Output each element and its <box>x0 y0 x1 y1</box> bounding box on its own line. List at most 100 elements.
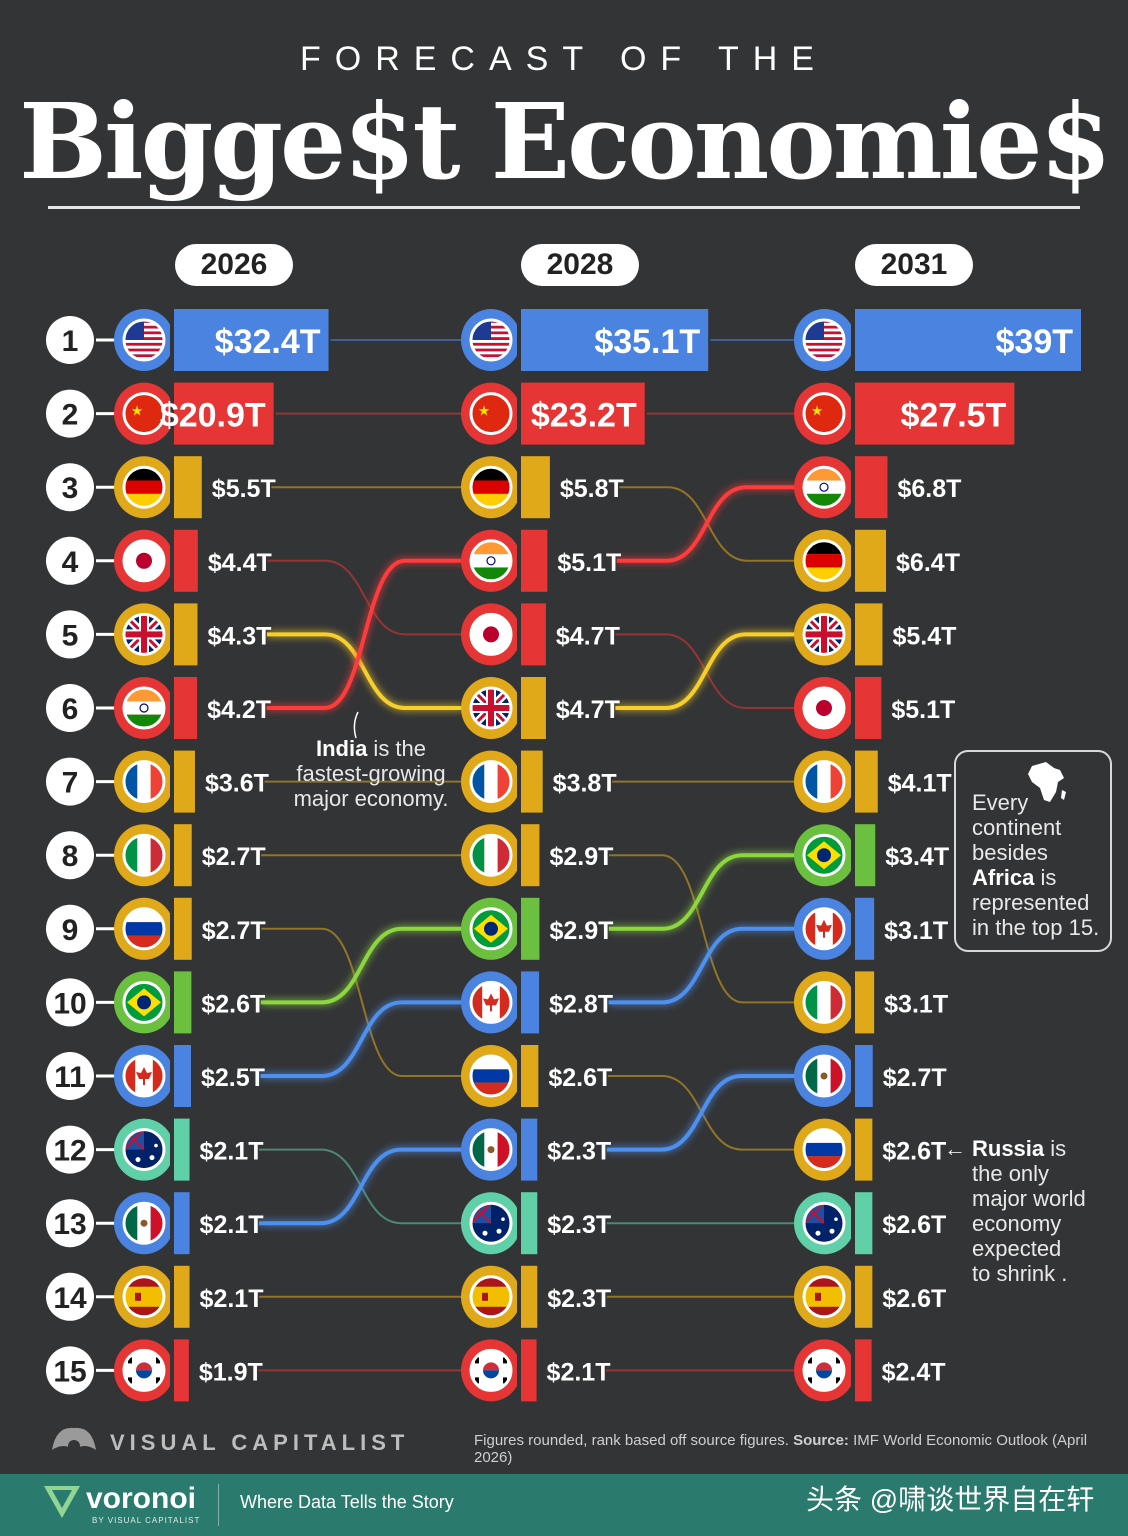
bar-gap <box>851 824 855 887</box>
rank-number: 10 <box>53 987 86 1020</box>
bar-spain-2026 <box>174 1265 190 1328</box>
us-flag-icon <box>469 318 513 362</box>
rank-circle <box>46 1199 94 1248</box>
connector-mexico-2028 <box>606 1074 796 1152</box>
rank-circle <box>46 389 94 438</box>
bar-row-brazil-2028: $2.9T <box>461 897 613 960</box>
bar-row-spain-2028: $2.3T <box>461 1265 611 1328</box>
bar-gap <box>170 971 174 1034</box>
bar-gap <box>170 897 174 960</box>
bar-gap <box>170 1045 174 1107</box>
russia-text-1: is <box>1044 1136 1067 1161</box>
kr-flag-icon <box>469 1348 513 1392</box>
bar-japan-2031 <box>855 677 882 739</box>
bar-row-italy-2031: $3.1T <box>794 971 948 1034</box>
rank-circle <box>46 1346 94 1395</box>
bar-gap <box>170 1118 174 1181</box>
value-label-india-2028: $5.1T <box>557 549 621 577</box>
bar-gap <box>851 529 855 592</box>
bar-row-china-2026: ★ $20.9T <box>114 382 274 445</box>
bar-russia-2031 <box>855 1118 873 1181</box>
russia-annotation: Russia is the only major world economy e… <box>972 1136 1122 1286</box>
bar-row-canada-2026: $2.5T <box>114 1045 265 1107</box>
india-pointer <box>353 711 359 739</box>
au-flag-icon <box>469 1201 513 1245</box>
value-label-australia-2028: $2.3T <box>547 1211 611 1239</box>
connector-united-kingdom-2028 <box>615 632 796 710</box>
rank-number: 8 <box>62 840 79 873</box>
rank-number: 3 <box>62 472 79 505</box>
bar-russia-2026 <box>174 897 192 960</box>
rank-number: 6 <box>62 693 79 726</box>
value-label-france-2031: $4.1T <box>888 770 952 798</box>
value-label-italy-2031: $3.1T <box>884 990 948 1018</box>
in-flag-icon <box>802 465 846 509</box>
bar-india-2028 <box>521 529 548 592</box>
bar-south-korea-2031 <box>855 1339 872 1402</box>
us-flag-icon <box>802 318 846 362</box>
bar-gap <box>851 971 855 1034</box>
cn-flag-icon: ★ <box>469 392 513 436</box>
connector-japan-2026 <box>267 559 463 636</box>
connector-india-2026 <box>266 558 463 710</box>
bar-row-united-kingdom-2026: $4.3T <box>114 603 271 666</box>
bar-south-korea-2028 <box>521 1339 537 1402</box>
bar-gap <box>517 456 521 519</box>
value-label-italy-2026: $2.7T <box>202 843 266 871</box>
bar-germany-2026 <box>174 456 202 519</box>
bar-gap <box>851 1192 855 1255</box>
bar-row-russia-2026: $2.7T <box>114 897 266 960</box>
de-flag-icon <box>802 539 846 583</box>
rank-number: 1 <box>62 325 79 358</box>
connector-united-kingdom-2026 <box>266 632 463 710</box>
mx-flag-icon <box>469 1128 513 1172</box>
page-title: Bigge$t Economie$ <box>19 80 1112 203</box>
bar-gap <box>851 309 855 371</box>
footer-tagline: Where Data Tells the Story <box>240 1492 454 1512</box>
bar-row-united-states-2028: $35.1T <box>461 309 709 371</box>
value-label-russia-2026: $2.7T <box>202 917 266 945</box>
india-annotation-text-1: is the <box>367 736 427 761</box>
rank-circle <box>46 610 94 659</box>
fr-flag-icon <box>469 760 513 804</box>
bar-italy-2028 <box>521 824 540 887</box>
bar-united-kingdom-2031 <box>855 603 883 666</box>
bar-gap <box>170 824 174 887</box>
value-label-australia-2026: $2.1T <box>200 1138 264 1166</box>
bar-row-spain-2026: $2.1T <box>114 1265 263 1328</box>
bar-gap <box>170 677 174 739</box>
rank-circle <box>46 463 94 512</box>
africa-text-bold: Africa <box>972 865 1035 890</box>
rank-circle <box>46 831 94 880</box>
voronoi-subtitle: BY VISUAL CAPITALIST <box>92 1516 201 1525</box>
bar-gap <box>851 603 855 666</box>
bar-row-india-2026: $4.2T <box>114 677 271 739</box>
bar-gap <box>851 1045 855 1107</box>
au-flag-icon <box>802 1201 846 1245</box>
column-2028: $35.1T ★ $23.2T $5.8T $5.1T $4.7T $4.7T $3.8T $2… <box>461 309 709 1402</box>
africa-text-5: represented <box>972 890 1090 915</box>
value-label-india-2031: $6.8T <box>897 475 961 503</box>
russia-text-2: the only <box>972 1161 1050 1186</box>
bar-gap <box>517 897 521 960</box>
bar-italy-2031 <box>855 971 875 1034</box>
svg-text:★: ★ <box>478 403 491 419</box>
bar-row-india-2028: $5.1T <box>461 529 621 592</box>
bar-gap <box>517 750 521 813</box>
value-label-india-2026: $4.2T <box>207 696 271 724</box>
connector-italy-2028 <box>608 854 796 1004</box>
bar-gap <box>517 382 521 445</box>
bar-france-2028 <box>521 750 543 813</box>
bar-brazil-2026 <box>174 971 192 1034</box>
rank-number: 9 <box>62 914 79 947</box>
voronoi-brand[interactable]: voronoi <box>86 1482 196 1515</box>
bar-row-united-kingdom-2031: $5.4T <box>794 603 956 666</box>
value-label-russia-2028: $2.6T <box>548 1064 612 1092</box>
bar-row-japan-2028: $4.7T <box>461 603 620 666</box>
value-label-china-2026: $20.9T <box>160 397 266 435</box>
rank-number: 12 <box>53 1135 86 1168</box>
value-label-brazil-2031: $3.4T <box>885 843 949 871</box>
rank-number: 7 <box>62 767 79 800</box>
bar-india-2026 <box>174 677 198 739</box>
